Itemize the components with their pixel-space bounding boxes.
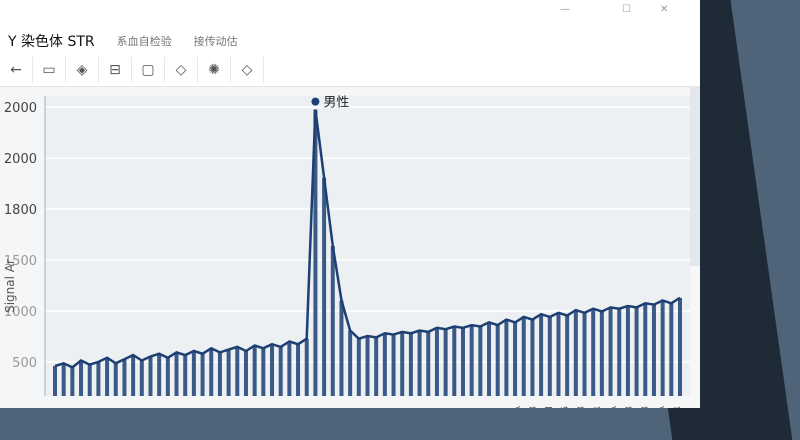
maximize-button[interactable]: ☐ (622, 4, 631, 15)
x-tick-label: II (544, 406, 555, 408)
close-button[interactable]: ✕ (660, 4, 669, 15)
diamond-outline-icon[interactable]: ◇ (231, 57, 264, 83)
x-tick-label: STB (624, 406, 635, 408)
x-tick-label: STA (656, 406, 667, 408)
y-tick-label: 1800 (4, 203, 37, 218)
app-window: — ☐ ✕ Y 染色体 STR 系血自检验 接传动估 ← ▭ ◈ ⊟ ▢ ◇ ✺… (0, 0, 700, 408)
x-tick-label: TB (576, 406, 587, 408)
x-tick-label: B (528, 406, 539, 408)
x-tick-label: STR (672, 406, 683, 408)
y-tick-label: 2000 (4, 101, 37, 116)
title-bar: — ☐ ✕ (0, 0, 700, 28)
y-tick-label: 1000 (4, 305, 37, 320)
minimize-button[interactable]: — (560, 4, 570, 15)
x-tick-label: A (512, 406, 523, 408)
app-title: Y 染色体 STR (8, 34, 95, 50)
x-tick-label: 6 (560, 406, 571, 408)
x-tick-label: STR (592, 406, 603, 408)
menu-item[interactable]: 接传动估 (193, 35, 238, 48)
layout-icon[interactable]: ⊟ (99, 57, 132, 83)
x-tick-label: STB (640, 406, 651, 408)
peak-annotation: 男性 (323, 96, 349, 111)
peak-marker (311, 97, 320, 106)
menu-item[interactable]: 系血自检验 (116, 35, 172, 48)
y-tick-label: 1500 (4, 254, 37, 269)
toolbar: ← ▭ ◈ ⊟ ▢ ◇ ✺ ◇ (0, 54, 700, 87)
x-tick-label: TA (608, 406, 619, 408)
diamond-icon[interactable]: ◇ (165, 57, 198, 83)
folder-icon[interactable]: ▭ (33, 57, 66, 83)
back-arrow-icon[interactable]: ← (0, 57, 33, 83)
y-axis-label: Signal Ar (3, 259, 17, 313)
menu-bar: Y 染色体 STR 系血自检验 接传动估 (0, 28, 700, 54)
chart: 2000 2000 1800 1500 1000 500 Signal Ar 男性 A B II 6 T… (3, 96, 690, 408)
y-tick-label: 500 (12, 356, 37, 371)
scrollbar[interactable] (690, 86, 700, 266)
y-tick-label: 2000 (4, 152, 37, 167)
layers-icon[interactable]: ◈ (66, 57, 99, 83)
square-icon[interactable]: ▢ (132, 57, 165, 83)
settings-icon[interactable]: ✺ (198, 57, 231, 83)
